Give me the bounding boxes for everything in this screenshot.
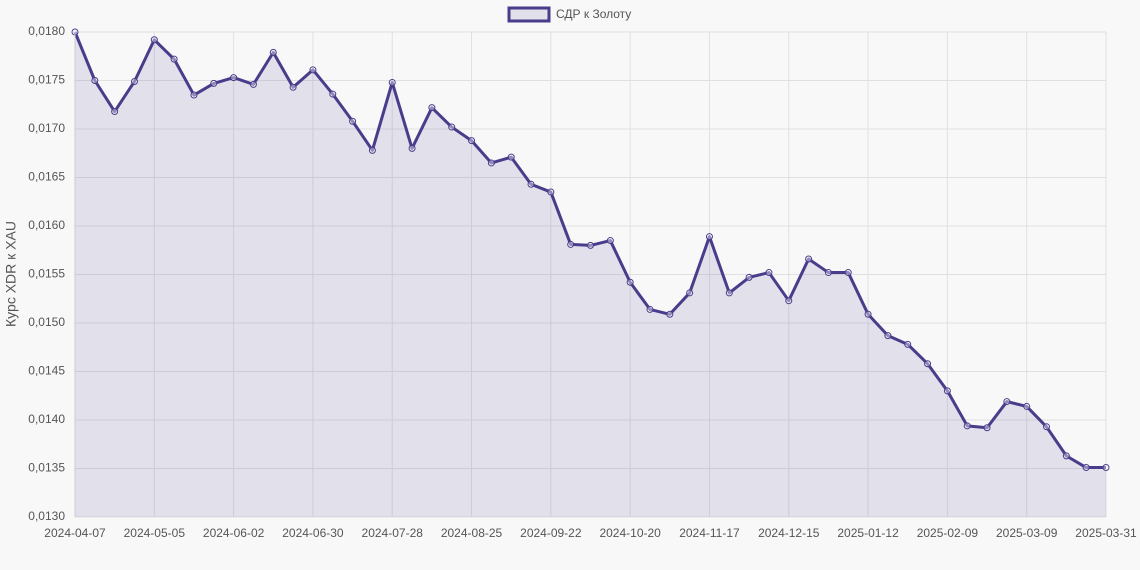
y-tick-label: 0,0140 — [28, 412, 65, 426]
y-tick-label: 0,0170 — [28, 121, 65, 135]
x-tick-label: 2025-03-31 — [1075, 526, 1137, 540]
point — [864, 310, 872, 318]
x-tick-label: 2024-04-07 — [44, 526, 106, 540]
point — [230, 74, 238, 82]
y-axis-title: Курс XDR к XAU — [3, 221, 19, 327]
point — [1062, 452, 1070, 460]
point — [249, 80, 257, 88]
point — [1003, 398, 1011, 406]
point — [428, 104, 436, 112]
x-tick-label: 2025-03-09 — [996, 526, 1058, 540]
point — [111, 108, 119, 116]
point — [170, 55, 178, 63]
x-tick-label: 2025-02-09 — [917, 526, 979, 540]
y-tick-label: 0,0165 — [28, 170, 65, 184]
point — [587, 241, 594, 249]
point — [150, 36, 158, 44]
point — [646, 305, 654, 313]
point — [1023, 402, 1031, 410]
point — [745, 273, 753, 281]
point — [91, 77, 99, 84]
point — [487, 159, 495, 167]
point — [210, 79, 218, 87]
point — [408, 144, 416, 152]
x-tick-label: 2024-06-02 — [203, 526, 265, 540]
x-tick-label: 2024-10-20 — [599, 526, 661, 540]
y-tick-label: 0,0175 — [28, 73, 65, 87]
point — [329, 90, 337, 98]
point — [547, 188, 555, 196]
point — [1043, 423, 1051, 431]
point — [368, 146, 376, 154]
y-tick-label: 0,0150 — [28, 315, 65, 329]
point — [507, 153, 515, 161]
point — [686, 289, 694, 297]
point — [626, 278, 634, 286]
y-tick-label: 0,0180 — [28, 24, 65, 38]
y-tick-label: 0,0160 — [28, 218, 65, 232]
point — [130, 77, 138, 85]
x-tick-label: 2025-01-12 — [837, 526, 899, 540]
point — [765, 269, 773, 277]
point — [824, 269, 832, 277]
point — [785, 297, 793, 305]
point — [884, 332, 892, 340]
legend-swatch — [507, 6, 551, 23]
x-tick-label: 2024-06-30 — [282, 526, 344, 540]
point — [190, 91, 198, 99]
x-tick-label: 2024-05-05 — [124, 526, 186, 540]
point — [943, 387, 951, 395]
x-tick-label: 2024-09-22 — [520, 526, 582, 540]
point — [904, 340, 912, 348]
point — [388, 78, 396, 86]
point — [666, 310, 674, 318]
point — [983, 424, 991, 432]
legend-label: СДР к Золоту — [556, 7, 631, 21]
x-tick-label: 2024-08-25 — [441, 526, 503, 540]
point — [567, 240, 575, 248]
line — [73, 31, 1106, 470]
point — [705, 233, 713, 241]
point — [606, 237, 614, 245]
area — [75, 32, 1106, 517]
point — [924, 360, 932, 368]
x-tick-label: 2024-12-15 — [758, 526, 820, 540]
point — [269, 48, 277, 56]
point — [289, 83, 297, 91]
point — [805, 255, 813, 263]
point — [725, 289, 733, 297]
x-tick-label: 2024-07-28 — [362, 526, 424, 540]
point — [448, 123, 456, 131]
point — [1102, 464, 1110, 472]
y-tick-label: 0,0130 — [28, 509, 65, 523]
point — [963, 422, 971, 430]
point — [349, 117, 357, 125]
y-tick-label: 0,0135 — [28, 461, 65, 475]
y-tick-label: 0,0145 — [28, 364, 65, 378]
point — [1082, 464, 1090, 472]
point — [527, 180, 535, 188]
point — [309, 66, 317, 74]
point — [468, 137, 476, 145]
point — [844, 269, 852, 277]
x-tick-label: 2024-11-17 — [679, 526, 740, 540]
y-tick-label: 0,0155 — [28, 267, 65, 281]
